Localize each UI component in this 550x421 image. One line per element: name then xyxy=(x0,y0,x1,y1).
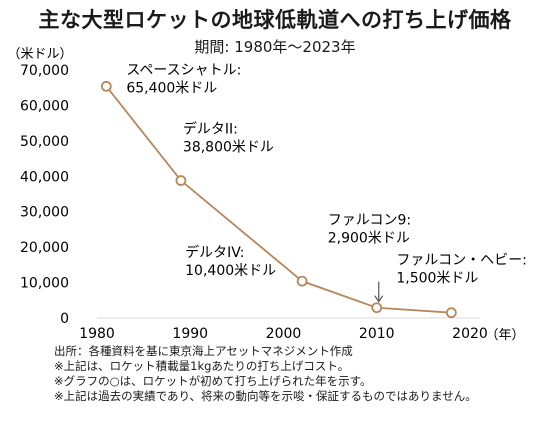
data-label-value: 65,400米ドル xyxy=(126,80,217,96)
y-tick-label: 10,000 xyxy=(20,276,69,292)
data-label-value: 10,400米ドル xyxy=(185,263,276,279)
y-axis-label: （米ドル） xyxy=(7,47,72,62)
x-tick-label: 1980 xyxy=(79,326,115,342)
footnote-marker: ※グラフの○は、ロケットが初めて打ち上げられた年を示す。 xyxy=(54,374,372,388)
x-tick-label: 2020 xyxy=(452,326,488,342)
data-markers xyxy=(100,80,457,319)
chart-subtitle: 期間: 1980年～2023年 xyxy=(194,38,356,56)
y-tick-labels: 0 10,000 20,000 30,000 40,000 50,000 60,000 70,… xyxy=(20,63,69,327)
y-tick-label: 70,000 xyxy=(20,63,69,79)
data-label-name: デルタII: xyxy=(183,121,238,138)
x-axis-label: （年） xyxy=(485,328,524,343)
x-tick-label: 2010 xyxy=(359,326,395,342)
x-tick-label: 1990 xyxy=(172,326,208,342)
x-tick-labels: 1980 1990 2000 2010 2020 xyxy=(79,326,488,342)
x-tick-label: 2000 xyxy=(266,326,302,342)
data-label-value: 38,800米ドル xyxy=(183,140,274,156)
data-point-marker xyxy=(371,302,383,314)
data-label-name: デルタIV: xyxy=(185,244,244,261)
data-label-value: 1,500米ドル xyxy=(396,271,478,287)
data-point-marker xyxy=(100,80,112,92)
y-tick-label: 20,000 xyxy=(20,240,69,256)
y-tick-label: 50,000 xyxy=(20,134,69,150)
data-label-name: ファルコン・ヘビー: xyxy=(396,253,526,269)
data-label-name: ファルコン9: xyxy=(328,213,411,229)
y-tick-label: 60,000 xyxy=(20,98,69,114)
falcon9-arrowhead xyxy=(374,295,384,303)
chart-title: 主な大型ロケットの地球低軌道への打ち上げ価格 xyxy=(38,8,512,32)
source-note: 出所：各種資料を基に東京海上アセットマネジメント作成 xyxy=(54,344,353,358)
disclaimer-note: ※上記は過去の実績であり、将来の動向等を示唆・保証するものではありません。 xyxy=(54,389,477,403)
y-tick-label: 40,000 xyxy=(20,169,69,185)
y-tick-label: 30,000 xyxy=(20,205,69,221)
data-point-marker xyxy=(445,307,457,319)
footnote-cost: ※上記は、ロケット積載量1kgあたりの打ち上げコスト。 xyxy=(54,359,350,373)
data-point-marker xyxy=(175,175,187,186)
data-label-name: スペースシャトル: xyxy=(126,62,241,78)
y-tick-label: 0 xyxy=(60,311,69,327)
data-point-marker xyxy=(296,275,308,287)
data-label-value: 2,900米ドル xyxy=(328,231,410,247)
